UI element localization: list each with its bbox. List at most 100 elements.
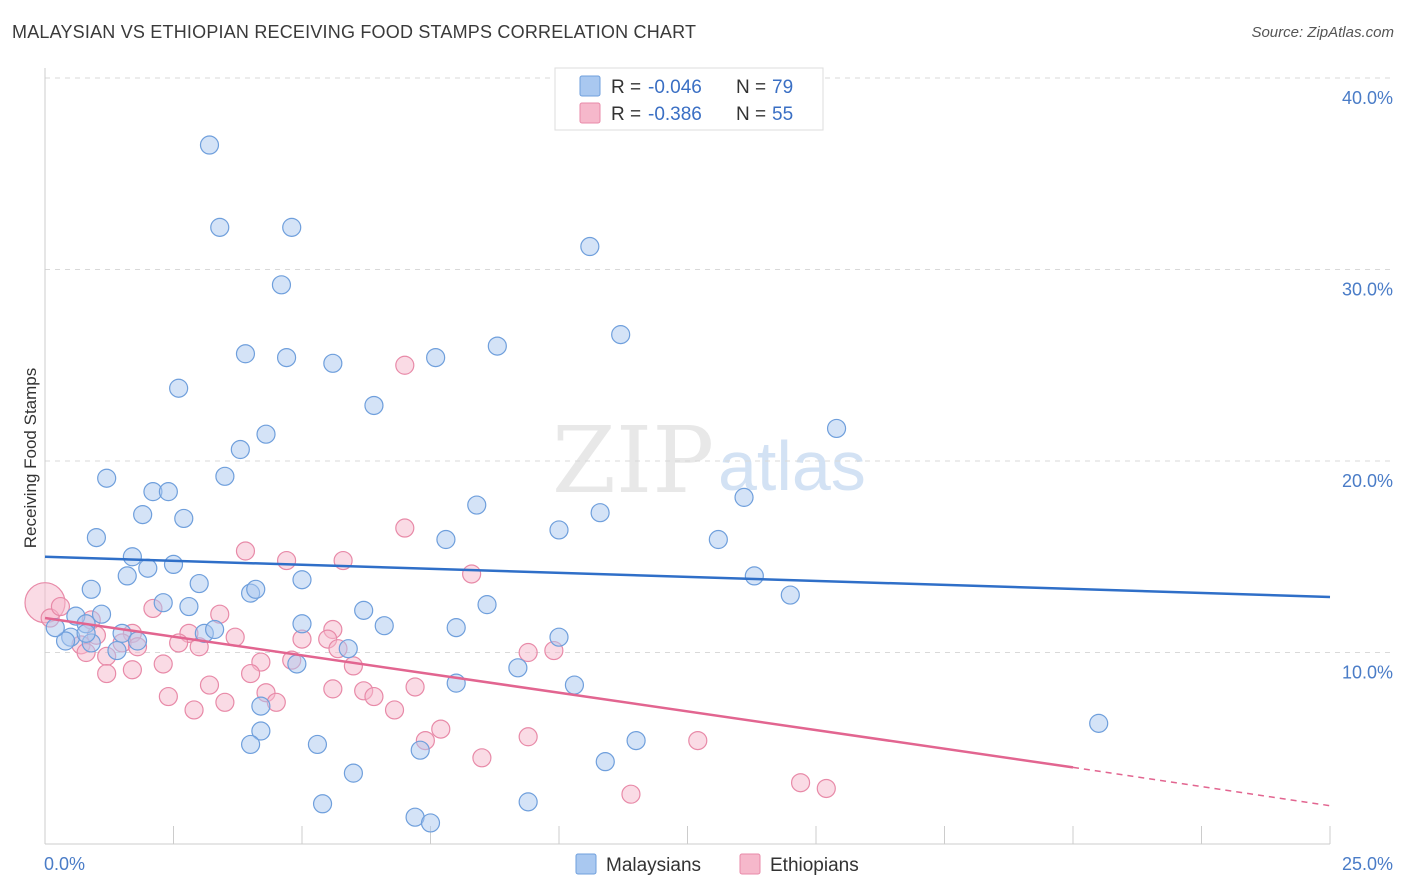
legend-swatch-ethiopians [579, 102, 601, 124]
ethiopian-point-4 [276, 550, 297, 571]
x-tick-label-1: 25.0% [1342, 854, 1393, 874]
malaysian-point-22 [133, 505, 153, 525]
malaysian-point-42 [477, 595, 497, 615]
malaysian-point-13 [826, 418, 847, 439]
legend-r-label-1: R = [611, 77, 641, 98]
legend-n-label-2: N = [736, 104, 766, 125]
y-tick-label-0: 10.0% [1342, 663, 1393, 683]
ethiopian-point-3 [235, 541, 256, 561]
ethiopian-point-2 [395, 518, 415, 538]
ethiopian-point-54 [50, 596, 71, 617]
y-axis-label: Receiving Food Stamps [21, 368, 40, 548]
ethiopian-point-6 [462, 564, 482, 584]
malaysian-point-9 [426, 347, 446, 368]
ethiopian-point-1 [395, 355, 415, 375]
ethiopian-point-24 [518, 642, 538, 663]
malaysian-point-72 [410, 740, 430, 760]
malaysian-point-66 [251, 696, 271, 716]
ethiopian-trend-line [44, 616, 1074, 769]
ethiopian-point-29 [153, 654, 173, 674]
malaysian-point-28 [708, 529, 728, 550]
malaysian-point-68 [626, 730, 646, 751]
ethiopian-points [24, 355, 836, 804]
malaysian-point-31 [138, 558, 158, 578]
ethiopian-point-50 [621, 784, 641, 804]
malaysian-point-60 [287, 654, 307, 674]
malaysian-point-35 [189, 573, 209, 594]
ethiopian-point-52 [816, 778, 836, 799]
malaysian-point-4 [271, 275, 292, 295]
malaysian-point-56 [549, 627, 569, 647]
malaysian-point-11 [169, 378, 189, 398]
malaysian-point-73 [343, 763, 363, 783]
bottom-legend-ethiopians: Ethiopians [770, 855, 859, 876]
malaysian-point-19 [158, 482, 178, 502]
malaysian-point-71 [307, 734, 328, 755]
ethiopian-point-34 [323, 679, 343, 699]
malaysian-point-17 [215, 466, 235, 486]
ethiopian-trend-extension [1072, 766, 1331, 807]
legend-r-value-1: -0.046 [648, 77, 702, 98]
malaysian-point-55 [127, 631, 148, 651]
malaysian-point-26 [86, 527, 107, 548]
malaysian-point-44 [91, 604, 112, 624]
ethiopian-point-43 [384, 700, 405, 720]
legend-n-label-1: N = [736, 77, 766, 98]
ethiopian-point-45 [431, 719, 451, 739]
malaysian-point-38 [246, 579, 266, 599]
ethiopian-point-48 [518, 727, 538, 747]
malaysian-point-27 [436, 529, 456, 550]
legend-r-label-2: R = [611, 104, 641, 125]
ethiopian-point-31 [122, 660, 142, 680]
ethiopian-point-51 [790, 773, 811, 793]
malaysian-point-49 [446, 618, 466, 638]
ethiopian-point-33 [241, 663, 261, 684]
malaysian-point-3 [580, 236, 600, 257]
malaysian-point-29 [122, 547, 142, 567]
y-tick-label-2: 30.0% [1342, 280, 1393, 300]
malaysian-point-12 [364, 395, 384, 416]
ethiopian-point-40 [364, 686, 384, 707]
malaysian-point-74 [595, 752, 615, 772]
x-tick-label-0: 0.0% [44, 854, 85, 874]
malaysian-point-67 [251, 721, 271, 741]
malaysian-point-57 [55, 631, 76, 651]
malaysian-trend-line [44, 555, 1331, 599]
ethiopian-point-30 [343, 656, 363, 676]
legend: R = -0.046 N = 79 R = -0.386 N = 55 [554, 67, 824, 131]
ethiopian-point-37 [199, 675, 220, 695]
malaysian-point-25 [549, 520, 569, 540]
ethiopian-point-13 [225, 627, 245, 647]
malaysian-point-5 [611, 325, 631, 345]
y-tick-label-1: 20.0% [1342, 471, 1393, 491]
grid [45, 77, 1390, 653]
malaysian-point-58 [107, 640, 127, 661]
malaysian-point-15 [230, 439, 250, 460]
malaysian-point-8 [276, 347, 297, 368]
bottom-legend-swatch-malaysians [575, 853, 597, 875]
y-tick-labels: 10.0% 20.0% 30.0% 40.0% [1342, 88, 1393, 683]
malaysian-point-39 [780, 585, 800, 605]
chart-source: Source: ZipAtlas.com [1251, 24, 1394, 41]
trend-lines [44, 555, 1331, 807]
bottom-legend-malaysians: Malaysians [606, 855, 701, 876]
malaysian-point-6 [487, 336, 507, 356]
malaysian-point-21 [467, 495, 487, 515]
malaysian-point-32 [117, 566, 137, 586]
ethiopian-point-39 [158, 686, 178, 707]
malaysian-point-76 [518, 792, 538, 812]
y-tick-label-3: 40.0% [1342, 88, 1393, 108]
ethiopian-point-41 [215, 692, 235, 712]
ethiopian-point-49 [688, 730, 708, 751]
bottom-legend: Malaysians Ethiopians [575, 853, 859, 876]
legend-n-value-2: 55 [772, 104, 793, 125]
malaysian-point-23 [174, 508, 194, 529]
malaysian-point-33 [744, 566, 764, 586]
ethiopian-point-32 [97, 663, 117, 684]
malaysian-point-1 [210, 217, 230, 237]
malaysian-point-61 [508, 658, 528, 678]
chart-title: MALAYSIAN VS ETHIOPIAN RECEIVING FOOD ST… [12, 22, 697, 42]
malaysian-points [45, 135, 1109, 833]
legend-n-value-1: 79 [772, 77, 793, 98]
